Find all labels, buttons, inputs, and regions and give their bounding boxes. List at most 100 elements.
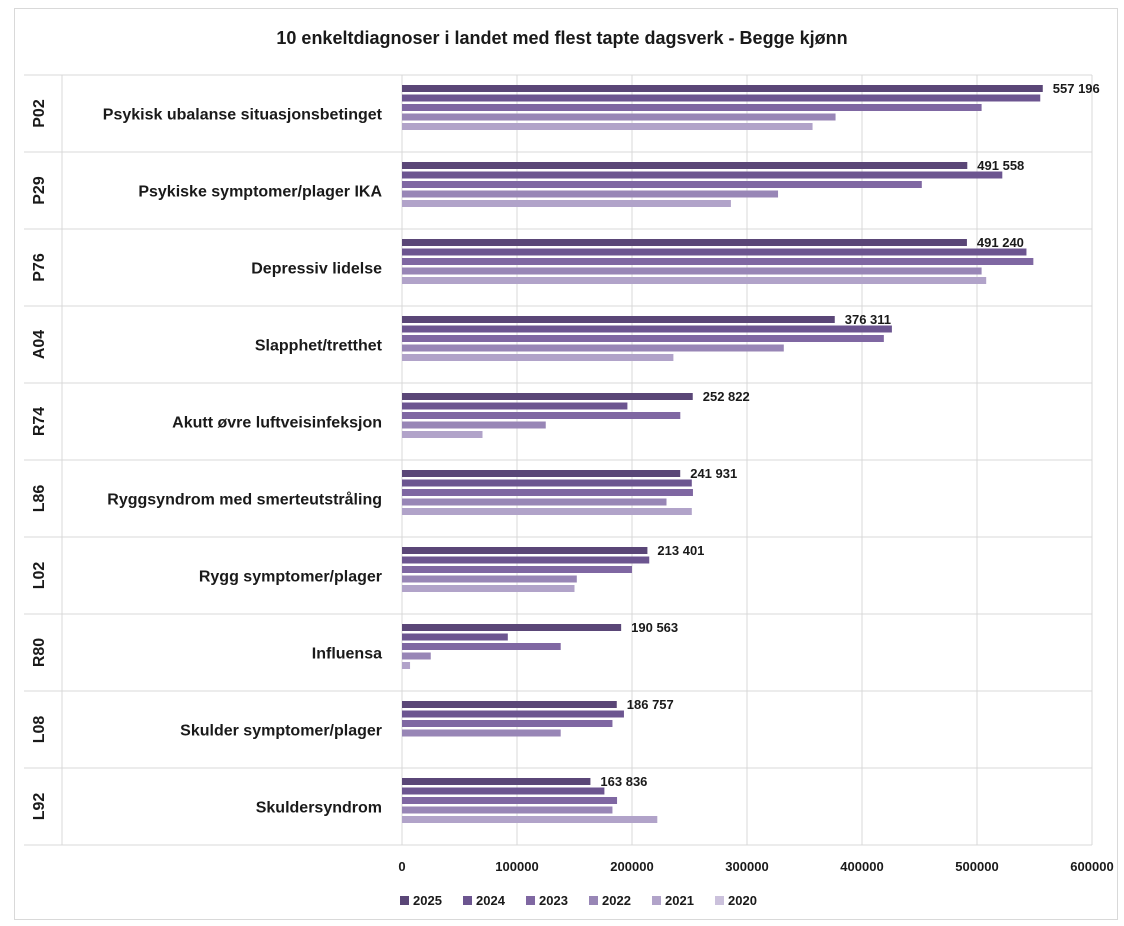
bar-2024 bbox=[402, 787, 605, 795]
category-code: L02 bbox=[31, 562, 48, 590]
bar-2021 bbox=[402, 585, 575, 592]
data-label: 190 563 bbox=[631, 620, 678, 635]
bar-2021 bbox=[402, 354, 674, 361]
bar-2024 bbox=[402, 325, 892, 333]
x-tick-label: 100000 bbox=[495, 859, 538, 874]
legend-swatch bbox=[463, 896, 472, 905]
legend-swatch bbox=[526, 896, 535, 905]
category-name: Slapphet/tretthet bbox=[255, 338, 383, 355]
bar-2025 bbox=[402, 470, 681, 477]
bar-2021 bbox=[402, 816, 658, 823]
data-label: 557 196 bbox=[1053, 81, 1100, 96]
bar-2022 bbox=[402, 575, 577, 583]
legend-label: 2023 bbox=[539, 893, 568, 908]
data-label: 186 757 bbox=[627, 697, 674, 712]
x-tick-label: 300000 bbox=[725, 859, 768, 874]
x-tick-label: 600000 bbox=[1070, 859, 1113, 874]
category-code: R80 bbox=[31, 638, 48, 667]
category-name: Ryggsyndrom med smerteutstråling bbox=[107, 491, 382, 509]
category-name: Psykiske symptomer/plager IKA bbox=[138, 184, 382, 201]
bar-2025 bbox=[402, 778, 591, 785]
bar-2024 bbox=[402, 402, 628, 410]
legend-swatch bbox=[400, 896, 409, 905]
category-name: Akutt øvre luftveisinfeksjon bbox=[172, 415, 382, 432]
legend-label: 2022 bbox=[602, 893, 631, 908]
category-code: P76 bbox=[31, 253, 48, 282]
bar-2022 bbox=[402, 190, 779, 198]
bar-2024 bbox=[402, 248, 1027, 256]
x-tick-label: 0 bbox=[398, 859, 405, 874]
data-label: 241 931 bbox=[690, 466, 737, 481]
bar-2025 bbox=[402, 162, 968, 169]
bar-2021 bbox=[402, 662, 411, 669]
bar-2024 bbox=[402, 171, 1003, 179]
bar-2023 bbox=[402, 412, 681, 419]
legend-swatch bbox=[652, 896, 661, 905]
bar-2023 bbox=[402, 335, 884, 342]
data-label: 376 311 bbox=[845, 312, 891, 327]
bar-2024 bbox=[402, 94, 1041, 102]
bar-2025 bbox=[402, 393, 693, 400]
chart-title: 10 enkeltdiagnoser i landet med flest ta… bbox=[276, 28, 848, 48]
bar-2025 bbox=[402, 239, 967, 246]
bar-2024 bbox=[402, 479, 692, 487]
category-code: P02 bbox=[31, 99, 48, 128]
bar-2021 bbox=[402, 200, 731, 207]
x-tick-label: 200000 bbox=[610, 859, 653, 874]
data-label: 491 240 bbox=[977, 235, 1024, 250]
category-name: Skulder symptomer/plager bbox=[180, 723, 382, 740]
legend-label: 2024 bbox=[476, 893, 506, 908]
bar-2025 bbox=[402, 701, 617, 708]
bar-2024 bbox=[402, 710, 624, 718]
bar-2024 bbox=[402, 556, 650, 564]
data-label: 491 558 bbox=[977, 158, 1024, 173]
data-label: 252 822 bbox=[703, 389, 750, 404]
legend-label: 2020 bbox=[728, 893, 757, 908]
bar-2022 bbox=[402, 113, 836, 121]
category-name: Psykisk ubalanse situasjonsbetinget bbox=[103, 107, 383, 124]
bar-2023 bbox=[402, 181, 922, 188]
bar-2023 bbox=[402, 489, 693, 496]
category-code: P29 bbox=[31, 176, 48, 205]
category-code: A04 bbox=[31, 330, 48, 359]
bar-2023 bbox=[402, 104, 982, 111]
bar-2023 bbox=[402, 720, 613, 727]
bar-2025 bbox=[402, 316, 835, 323]
bar-2023 bbox=[402, 258, 1034, 265]
category-name: Influensa bbox=[312, 646, 382, 663]
bar-2022 bbox=[402, 729, 561, 737]
category-code: L92 bbox=[31, 793, 48, 821]
bar-2023 bbox=[402, 643, 561, 650]
bar-2025 bbox=[402, 85, 1043, 92]
bar-2025 bbox=[402, 547, 648, 554]
category-code: R74 bbox=[31, 407, 48, 436]
bar-2021 bbox=[402, 123, 813, 130]
bar-2022 bbox=[402, 498, 667, 506]
category-name: Rygg symptomer/plager bbox=[199, 569, 382, 586]
bar-2022 bbox=[402, 652, 431, 660]
bar-2021 bbox=[402, 431, 483, 438]
category-name: Skuldersyndrom bbox=[256, 800, 382, 817]
bar-2022 bbox=[402, 421, 546, 429]
bar-2021 bbox=[402, 508, 692, 515]
data-label: 213 401 bbox=[657, 543, 704, 558]
bar-2023 bbox=[402, 797, 618, 804]
bar-2021 bbox=[402, 277, 987, 284]
bar-2024 bbox=[402, 633, 508, 641]
bar-2025 bbox=[402, 624, 622, 631]
bar-2022 bbox=[402, 267, 982, 275]
category-code: L86 bbox=[31, 485, 48, 513]
x-tick-label: 500000 bbox=[955, 859, 998, 874]
legend-label: 2021 bbox=[665, 893, 694, 908]
category-name: Depressiv lidelse bbox=[251, 261, 382, 278]
legend-swatch bbox=[589, 896, 598, 905]
bar-2023 bbox=[402, 566, 632, 573]
legend-label: 2025 bbox=[413, 893, 442, 908]
bar-2022 bbox=[402, 806, 613, 814]
category-code: L08 bbox=[31, 716, 48, 744]
legend-swatch bbox=[715, 896, 724, 905]
bar-2022 bbox=[402, 344, 784, 352]
data-label: 163 836 bbox=[600, 774, 647, 789]
